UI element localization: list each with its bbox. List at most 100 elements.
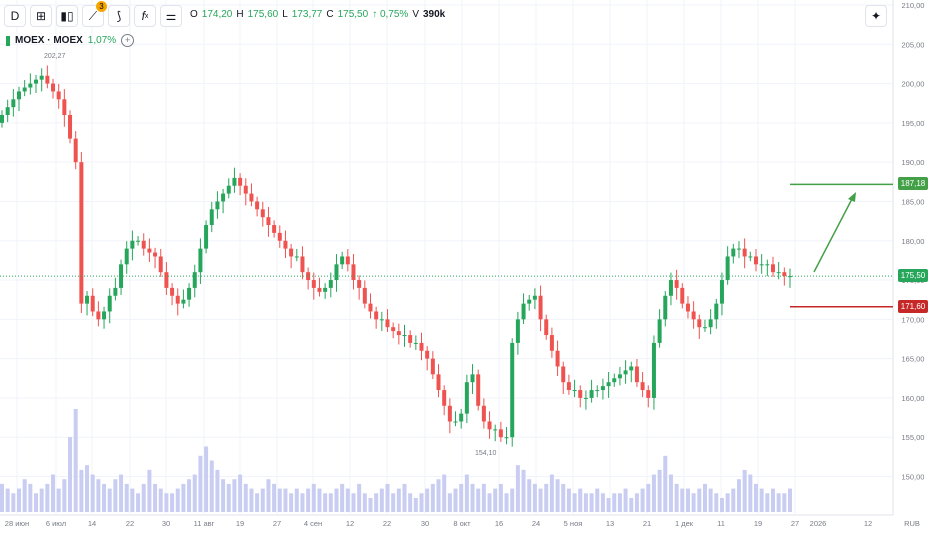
candle-body[interactable] — [28, 83, 33, 88]
candle-body[interactable] — [255, 201, 260, 210]
interval-button[interactable]: D — [4, 5, 26, 27]
forecast-arrow[interactable] — [813, 196, 854, 273]
candle-body[interactable] — [198, 248, 203, 273]
candles-icon[interactable]: ▮▯ — [56, 5, 78, 27]
candle-body[interactable] — [102, 311, 107, 320]
candle-body[interactable] — [323, 287, 328, 292]
candle-body[interactable] — [566, 382, 571, 391]
candle-body[interactable] — [368, 303, 373, 312]
candle-body[interactable] — [147, 248, 152, 253]
drawing-tools-icon[interactable]: ⟆ — [108, 5, 130, 27]
candle-body[interactable] — [306, 272, 311, 281]
candle-body[interactable] — [294, 256, 299, 258]
candle-body[interactable] — [725, 256, 730, 281]
candle-body[interactable] — [538, 295, 543, 320]
candle-body[interactable] — [379, 319, 384, 321]
indicators-button[interactable]: ⟋ 3 — [82, 1, 107, 27]
candle-body[interactable] — [204, 225, 209, 249]
candle-body[interactable] — [113, 287, 118, 296]
candle-body[interactable] — [345, 256, 350, 265]
candle-body[interactable] — [277, 232, 282, 241]
candle-body[interactable] — [736, 248, 741, 250]
candle-body[interactable] — [45, 75, 50, 84]
candle-body[interactable] — [595, 390, 600, 392]
candle-body[interactable] — [374, 311, 379, 320]
candle-body[interactable] — [56, 91, 61, 100]
candle-body[interactable] — [708, 319, 713, 328]
candle-body[interactable] — [481, 405, 486, 422]
candle-body[interactable] — [107, 295, 112, 312]
candle-body[interactable] — [510, 342, 515, 438]
candle-body[interactable] — [34, 79, 39, 84]
candle-body[interactable] — [90, 295, 95, 312]
candle-body[interactable] — [124, 248, 129, 265]
candle-body[interactable] — [226, 185, 231, 194]
candle-body[interactable] — [612, 378, 617, 383]
candle-body[interactable] — [527, 299, 532, 304]
candle-body[interactable] — [238, 177, 243, 186]
candle-body[interactable] — [589, 390, 594, 398]
candle-body[interactable] — [22, 87, 27, 92]
candle-body[interactable] — [385, 319, 390, 328]
candle-body[interactable] — [634, 366, 639, 383]
candle-body[interactable] — [175, 295, 180, 304]
candle-body[interactable] — [600, 386, 605, 391]
candle-body[interactable] — [651, 342, 656, 398]
candle-body[interactable] — [663, 295, 668, 320]
candle-body[interactable] — [39, 75, 44, 80]
candle-body[interactable] — [629, 366, 634, 371]
candle-body[interactable] — [85, 295, 90, 304]
candle-body[interactable] — [685, 303, 690, 312]
candle-body[interactable] — [192, 272, 197, 288]
candle-body[interactable] — [544, 319, 549, 336]
candle-body[interactable] — [249, 193, 254, 202]
candle-body[interactable] — [697, 319, 702, 328]
candle-body[interactable] — [153, 252, 158, 257]
candle-body[interactable] — [73, 138, 78, 163]
candle-body[interactable] — [408, 335, 413, 343]
candle-body[interactable] — [459, 413, 464, 422]
candle-body[interactable] — [164, 272, 169, 288]
candle-body[interactable] — [215, 201, 220, 210]
candle-body[interactable] — [770, 264, 775, 273]
candle-body[interactable] — [657, 319, 662, 343]
candle-body[interactable] — [328, 280, 333, 288]
candle-body[interactable] — [96, 311, 101, 320]
candle-body[interactable] — [464, 382, 469, 414]
candle-body[interactable] — [680, 287, 685, 304]
candle-body[interactable] — [731, 248, 736, 257]
candle-body[interactable] — [532, 295, 537, 300]
candle-body[interactable] — [753, 256, 758, 265]
candle-body[interactable] — [640, 382, 645, 391]
candle-body[interactable] — [130, 240, 135, 249]
candle-body[interactable] — [79, 162, 84, 304]
candle-body[interactable] — [436, 374, 441, 391]
candle-body[interactable] — [606, 382, 611, 387]
candle-body[interactable] — [714, 303, 719, 320]
candle-body[interactable] — [691, 311, 696, 320]
candle-body[interactable] — [442, 390, 447, 406]
candle-body[interactable] — [413, 342, 418, 344]
candle-body[interactable] — [68, 115, 73, 139]
candle-body[interactable] — [674, 280, 679, 288]
candle-body[interactable] — [623, 370, 628, 375]
candle-body[interactable] — [260, 209, 265, 218]
candle-body[interactable] — [334, 264, 339, 281]
candle-body[interactable] — [266, 217, 271, 226]
candle-body[interactable] — [646, 390, 651, 398]
candle-body[interactable] — [402, 335, 407, 337]
candle-body[interactable] — [62, 99, 67, 116]
candle-body[interactable] — [357, 280, 362, 288]
candle-body[interactable] — [300, 256, 305, 273]
candle-body[interactable] — [702, 327, 707, 329]
candle-body[interactable] — [617, 374, 622, 379]
candle-body[interactable] — [187, 287, 192, 300]
candle-body[interactable] — [17, 91, 22, 100]
candle-body[interactable] — [515, 319, 520, 343]
candle-body[interactable] — [447, 405, 452, 422]
candle-body[interactable] — [419, 342, 424, 351]
candle-body[interactable] — [340, 256, 345, 265]
candle-body[interactable] — [209, 209, 214, 226]
